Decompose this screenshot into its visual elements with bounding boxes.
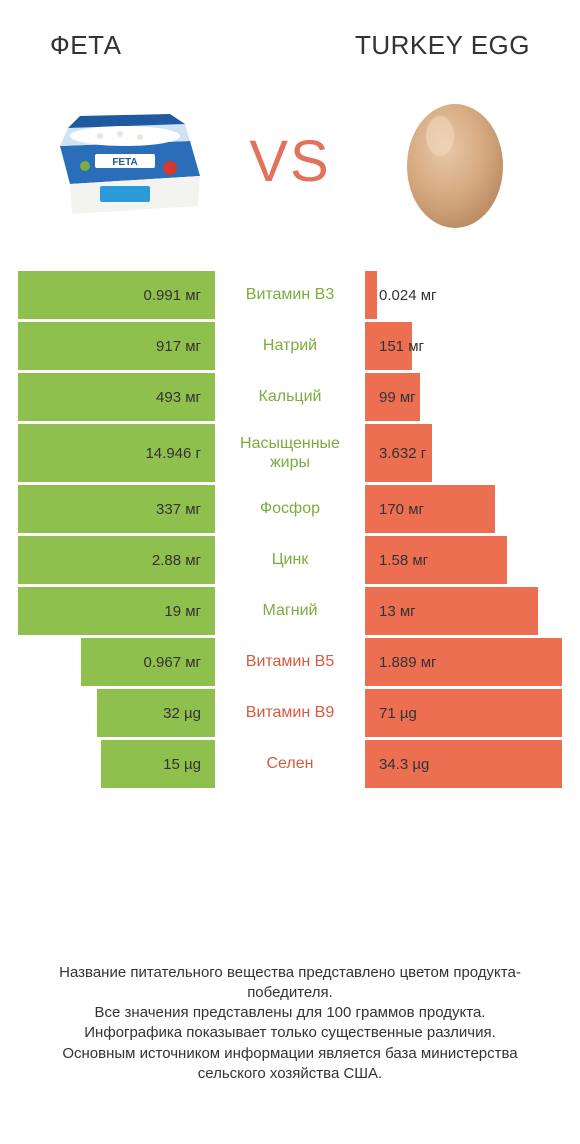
right-bar-cell: 170 мг — [365, 485, 562, 533]
right-bar-cell: 34.3 µg — [365, 740, 562, 788]
left-bar-cell: 32 µg — [18, 689, 215, 737]
nutrient-row: 15 µgСелен34.3 µg — [18, 740, 562, 788]
right-value: 13 мг — [365, 603, 430, 620]
comparison-header: ФЕТА TURKEY EGG — [0, 0, 580, 71]
nutrient-row: 0.967 мгВитамин B51.889 мг — [18, 638, 562, 686]
right-product-image — [370, 81, 540, 241]
nutrient-row: 493 мгКальций99 мг — [18, 373, 562, 421]
nutrient-rows: 0.991 мгВитамин B30.024 мг917 мгНатрий15… — [0, 271, 580, 791]
footer-line: Название питательного вещества представл… — [30, 963, 550, 1004]
nutrient-label: Магний — [215, 587, 365, 635]
right-value: 1.889 мг — [365, 654, 451, 671]
right-bar-cell: 0.024 мг — [365, 271, 562, 319]
footer-line: Все значения представлены для 100 граммо… — [30, 1003, 550, 1023]
right-product-title: TURKEY EGG — [355, 30, 530, 61]
vs-label: VS — [249, 128, 330, 195]
left-value: 337 мг — [142, 501, 215, 518]
right-bar-cell: 1.58 мг — [365, 536, 562, 584]
left-value: 0.967 мг — [130, 654, 216, 671]
nutrient-row: 32 µgВитамин B971 µg — [18, 689, 562, 737]
nutrient-label: Селен — [215, 740, 365, 788]
right-bar-cell: 151 мг — [365, 322, 562, 370]
nutrient-row: 19 мгМагний13 мг — [18, 587, 562, 635]
nutrient-label: Витамин B9 — [215, 689, 365, 737]
footer-line: Инфографика показывает только существенн… — [30, 1023, 550, 1043]
left-value: 14.946 г — [131, 445, 215, 462]
left-bar-cell: 917 мг — [18, 322, 215, 370]
left-value: 493 мг — [142, 389, 215, 406]
right-bar-cell: 13 мг — [365, 587, 562, 635]
feta-icon: FETA — [40, 86, 210, 236]
nutrient-label: Фосфор — [215, 485, 365, 533]
nutrient-label: Витамин B5 — [215, 638, 365, 686]
left-value: 19 мг — [150, 603, 215, 620]
nutrient-row: 0.991 мгВитамин B30.024 мг — [18, 271, 562, 319]
nutrient-row: 2.88 мгЦинк1.58 мг — [18, 536, 562, 584]
nutrient-label: Натрий — [215, 322, 365, 370]
nutrient-label: Витамин B3 — [215, 271, 365, 319]
right-value: 71 µg — [365, 705, 431, 722]
left-bar-cell: 15 µg — [18, 740, 215, 788]
right-bar-cell: 99 мг — [365, 373, 562, 421]
right-bar-cell: 1.889 мг — [365, 638, 562, 686]
svg-text:FETA: FETA — [112, 157, 137, 168]
left-bar-cell: 337 мг — [18, 485, 215, 533]
left-bar-cell: 19 мг — [18, 587, 215, 635]
left-value: 15 µg — [149, 756, 215, 773]
left-bar-cell: 0.991 мг — [18, 271, 215, 319]
left-bar-cell: 2.88 мг — [18, 536, 215, 584]
right-bar-cell: 71 µg — [365, 689, 562, 737]
right-value: 0.024 мг — [365, 287, 451, 304]
nutrient-label: Кальций — [215, 373, 365, 421]
left-value: 2.88 мг — [138, 552, 215, 569]
right-value: 34.3 µg — [365, 756, 443, 773]
left-value: 32 µg — [149, 705, 215, 722]
footer-line: Основным источником информации является … — [30, 1044, 550, 1085]
left-bar-cell: 0.967 мг — [18, 638, 215, 686]
footer-notes: Название питательного вещества представл… — [0, 933, 580, 1144]
left-bar-cell: 493 мг — [18, 373, 215, 421]
right-value: 1.58 мг — [365, 552, 442, 569]
nutrient-row: 337 мгФосфор170 мг — [18, 485, 562, 533]
right-bar-cell: 3.632 г — [365, 424, 562, 482]
nutrient-label: Насыщенные жиры — [215, 424, 365, 482]
right-value: 3.632 г — [365, 445, 440, 462]
nutrient-row: 14.946 гНасыщенные жиры3.632 г — [18, 424, 562, 482]
egg-icon — [390, 81, 520, 241]
left-bar-cell: 14.946 г — [18, 424, 215, 482]
left-value: 0.991 мг — [130, 287, 216, 304]
left-product-image: FETA — [40, 81, 210, 241]
right-value: 151 мг — [365, 338, 438, 355]
right-value: 170 мг — [365, 501, 438, 518]
vs-row: FETA VS — [0, 71, 580, 271]
nutrient-row: 917 мгНатрий151 мг — [18, 322, 562, 370]
right-value: 99 мг — [365, 389, 430, 406]
nutrient-label: Цинк — [215, 536, 365, 584]
left-value: 917 мг — [142, 338, 215, 355]
left-product-title: ФЕТА — [50, 30, 121, 61]
